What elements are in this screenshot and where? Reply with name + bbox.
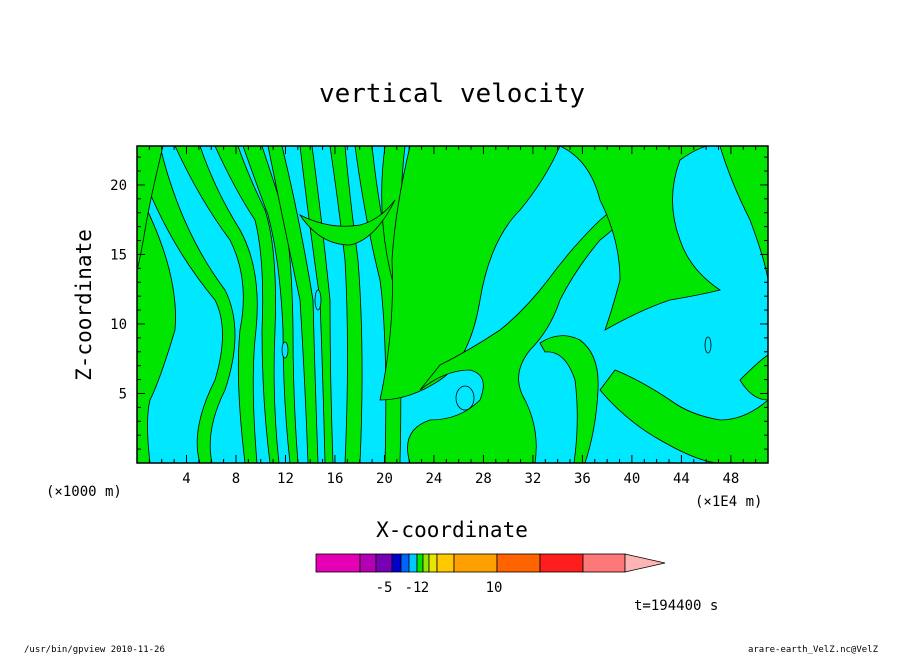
colorbar-segment	[416, 553, 424, 573]
colorbar-segment	[539, 553, 584, 573]
colorbar-segment	[408, 553, 418, 573]
colorbar-segment	[391, 553, 402, 573]
colorbar-label: 2	[421, 580, 429, 596]
chart-title: vertical velocity	[319, 79, 585, 109]
contour-band-16	[719, 145, 769, 281]
x-tick-label: 40	[623, 471, 640, 487]
footer-left: /usr/bin/gpview 2010-11-26	[24, 645, 165, 654]
x-tick-label: 44	[673, 471, 690, 487]
plot-area	[136, 145, 769, 464]
contour-band-17	[599, 369, 769, 464]
contour-cell-3	[314, 289, 322, 311]
x-tick-label: 16	[327, 471, 344, 487]
x-tick-label: 20	[376, 471, 393, 487]
footer-right: arare-earth_VelZ.nc@VelZ	[748, 645, 879, 654]
y-axis-label: Z-coordinate	[72, 229, 96, 381]
colorbar-segment	[375, 553, 393, 573]
x-tick-label: 12	[277, 471, 294, 487]
contour-band-11	[379, 145, 561, 401]
contour-bands	[136, 145, 769, 464]
colorbar: -5 -1 2 10	[315, 553, 666, 596]
plot-frame	[136, 145, 769, 464]
colorbar-arrow	[624, 553, 666, 573]
time-label: t=194400 s	[634, 598, 718, 614]
colorbar-segment	[315, 553, 361, 573]
contour-cell-4	[281, 341, 289, 359]
colorbar-segment	[496, 553, 541, 573]
colorbar-segment	[400, 553, 410, 573]
contour-band-2	[136, 189, 176, 464]
x-tick-label: 24	[426, 471, 443, 487]
x-axis: 4 8 12 16 20 24 28 32 36 40 44 48	[148, 146, 757, 487]
contour-band-19	[136, 145, 164, 271]
colorbar-segment	[582, 553, 626, 573]
colorbar-segment	[428, 553, 438, 573]
colorbar-segment	[359, 553, 377, 573]
contour-band-12	[298, 199, 396, 246]
x-unit-label: (×1E4 m)	[695, 494, 762, 510]
colorbar-label: -1	[405, 580, 422, 596]
colorbar-segment	[453, 553, 498, 573]
x-tick-label: 48	[722, 471, 739, 487]
colorbar-segment	[422, 553, 430, 573]
y-tick-label: 15	[110, 247, 127, 263]
contour-cell-1	[455, 385, 475, 411]
y-unit-label: (×1000 m)	[46, 484, 122, 500]
x-tick-label: 28	[475, 471, 492, 487]
x-axis-label: X-coordinate	[376, 518, 528, 542]
x-tick-label: 8	[232, 471, 240, 487]
colorbar-label: -5	[376, 580, 393, 596]
y-tick-label: 20	[110, 178, 127, 194]
colorbar-segment	[436, 553, 455, 573]
y-tick-label: 10	[110, 317, 127, 333]
x-tick-label: 36	[574, 471, 591, 487]
contour-cell-2	[704, 336, 712, 354]
y-axis: 5 10 15 20	[110, 156, 768, 450]
x-tick-label: 4	[182, 471, 190, 487]
colorbar-label: 10	[486, 580, 503, 596]
x-tick-label: 32	[524, 471, 541, 487]
y-tick-label: 5	[119, 386, 127, 402]
contour-band-14	[539, 335, 599, 464]
